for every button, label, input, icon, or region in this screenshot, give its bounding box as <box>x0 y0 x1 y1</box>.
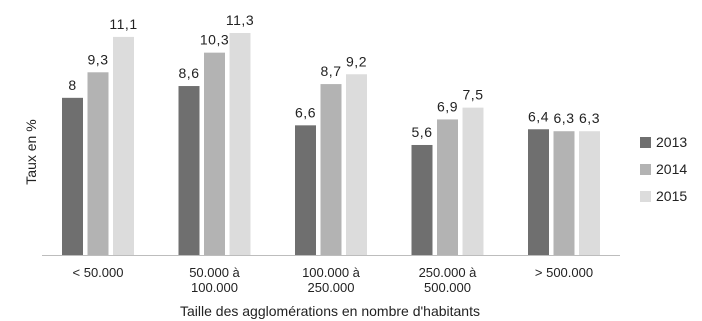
legend-label-2015: 2015 <box>656 188 687 204</box>
value-label-2015-3: 9,2 <box>346 53 367 69</box>
value-label-2013-1: 8 <box>68 77 76 93</box>
value-label-2013-4: 5,6 <box>412 124 433 140</box>
bar-2015-2 <box>229 33 251 255</box>
x-tick-label-2: 50.000 à 100.000 <box>189 265 240 295</box>
x-tick-label-3: 100.000 à 250.000 <box>302 265 361 295</box>
bar-2013-4 <box>411 144 433 255</box>
x-tick-label-5: > 500.000 <box>535 265 593 280</box>
bar-2013-1 <box>62 97 83 256</box>
bar-2015-1 <box>113 36 134 256</box>
value-label-2013-3: 6,6 <box>295 104 316 120</box>
legend-swatch-2013 <box>640 137 651 148</box>
value-label-2013-2: 8,6 <box>179 65 200 81</box>
value-label-2013-5: 6,4 <box>528 108 549 124</box>
value-label-2014-3: 8,7 <box>321 63 342 79</box>
bar-2014-4 <box>437 119 458 255</box>
value-label-2014-1: 9,3 <box>88 51 109 67</box>
bar-2013-2 <box>178 86 200 255</box>
bars-layer <box>62 33 600 256</box>
legend-label-2013: 2013 <box>656 134 687 150</box>
x-tick-label-4: 250.000 à 500.000 <box>419 265 478 295</box>
x-tick-labels: < 50.000 50.000 à 100.000 100.000 à 250.000 2… <box>73 265 594 295</box>
bar-2014-1 <box>87 72 109 255</box>
x-axis-title: Taille des agglomérations en nombre d'ha… <box>180 303 480 319</box>
bar-2014-5 <box>553 131 575 255</box>
value-labels-layer: 8 9,3 11,1 8,6 10,3 11,3 6,6 8,79,2 5,66,9 7,5 6,4… <box>68 12 600 140</box>
value-label-2014-4: 6,9 <box>437 98 458 114</box>
bar-2014-2 <box>204 52 225 255</box>
value-label-2015-2: 11,3 <box>226 12 254 28</box>
bar-2015-4 <box>462 107 484 255</box>
value-label-2014-2: 10,3 <box>200 32 229 48</box>
y-axis-title: Taux en % <box>23 119 39 184</box>
legend: 2013 2014 2015 <box>640 134 687 204</box>
legend-swatch-2015 <box>640 191 651 202</box>
x-tick-label-1: < 50.000 <box>73 265 124 280</box>
value-label-2015-5: 6,3 <box>579 110 600 126</box>
value-label-2015-4: 7,5 <box>463 87 484 103</box>
bar-2014-3 <box>320 84 342 255</box>
bar-2013-3 <box>295 125 316 256</box>
bar-2015-3 <box>346 74 367 255</box>
bar-2015-5 <box>579 131 600 255</box>
legend-label-2014: 2014 <box>656 161 687 177</box>
value-label-2015-1: 11,1 <box>109 16 137 32</box>
legend-swatch-2014 <box>640 164 651 175</box>
value-label-2014-5: 6,3 <box>554 110 575 126</box>
bar-2013-5 <box>528 129 549 255</box>
